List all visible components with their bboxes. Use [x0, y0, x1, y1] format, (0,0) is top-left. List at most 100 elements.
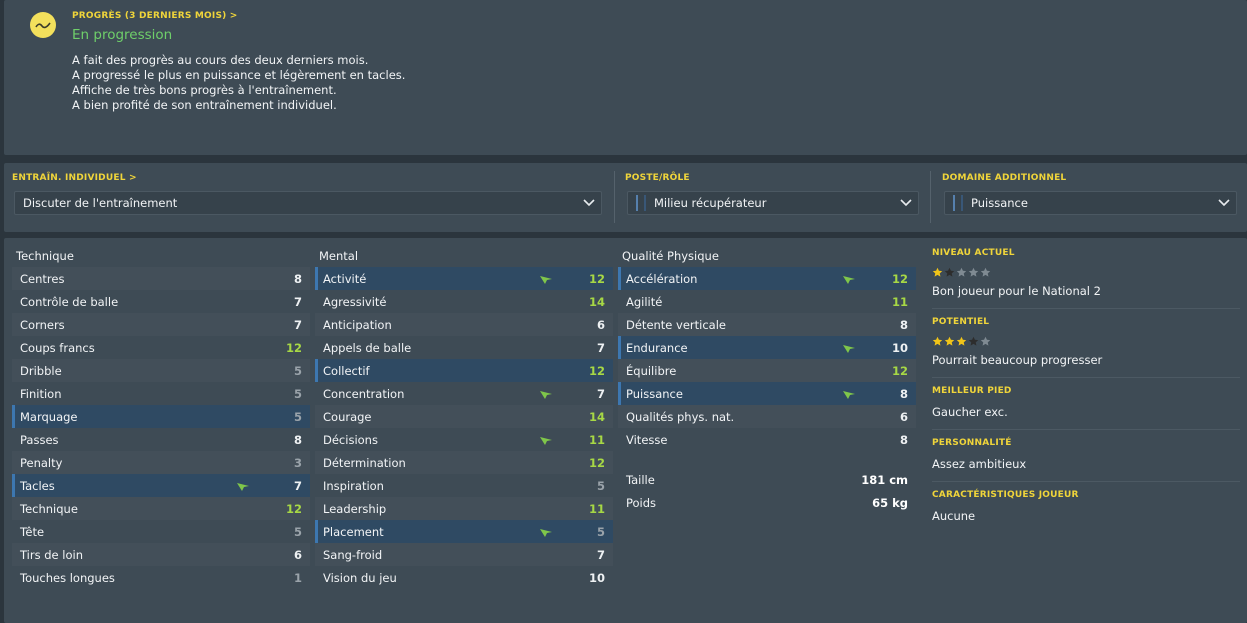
attribute-name: Détermination	[323, 455, 406, 470]
attribute-row[interactable]: Anticipation 6	[315, 313, 613, 336]
attribute-value: 11	[891, 294, 908, 309]
attribute-value: 12	[285, 501, 302, 516]
attribute-row[interactable]: Passes 8	[12, 428, 310, 451]
attribute-row[interactable]: Agilité 11	[618, 290, 916, 313]
attribute-row[interactable]: Endurance 10	[618, 336, 916, 359]
attribute-row[interactable]: Appels de balle 7	[315, 336, 613, 359]
attribute-row[interactable]: Dribble 5	[12, 359, 310, 382]
attributes-panel: Technique Centres 8 Contrôle de balle 7 Corn…	[4, 238, 1247, 623]
weight-value: 65 kg	[872, 495, 908, 510]
attribute-row[interactable]: Tête 5	[12, 520, 310, 543]
attribute-row[interactable]: Décisions 11	[315, 428, 613, 451]
attribute-name: Penalty	[20, 455, 63, 470]
chevron-down-icon	[577, 199, 601, 207]
attribute-name: Qualités phys. nat.	[626, 409, 735, 424]
personality-label: PERSONNALITÉ	[932, 438, 1012, 448]
player-traits-block: CARACTÉRISTIQUES JOUEUR Aucune	[932, 490, 1240, 533]
star-filled-icon	[956, 332, 967, 346]
attribute-row[interactable]: Détermination 12	[315, 451, 613, 474]
attribute-row[interactable]: Courage 14	[315, 405, 613, 428]
trend-up-arrow-icon	[236, 481, 250, 491]
mental-column: Mental Activité 12 Agressivité 14 Anticipati…	[315, 248, 613, 589]
mental-header: Mental	[319, 249, 359, 263]
role-dropdown[interactable]: Milieu récupérateur	[627, 191, 919, 215]
attribute-row[interactable]: Tacles 7	[12, 474, 310, 497]
attribute-name: Contrôle de balle	[20, 294, 119, 309]
player-traits-text: Aucune	[932, 509, 976, 523]
attribute-row[interactable]: Concentration 7	[315, 382, 613, 405]
preferred-foot-block: MEILLEUR PIED Gaucher exc.	[932, 386, 1240, 430]
attribute-row[interactable]: Finition 5	[12, 382, 310, 405]
attribute-value: 7	[596, 386, 605, 401]
progress-section-title[interactable]: PROGRÈS (3 DERNIERS MOIS) >	[72, 11, 238, 21]
attribute-value: 11	[588, 432, 605, 447]
individual-training-label[interactable]: ENTRAÎN. INDIVIDUEL >	[12, 173, 137, 183]
attribute-row[interactable]: Inspiration 5	[315, 474, 613, 497]
attribute-name: Activité	[323, 271, 367, 286]
attribute-name: Finition	[20, 386, 62, 401]
attribute-value: 8	[293, 432, 302, 447]
trend-up-arrow-icon	[539, 527, 553, 537]
attribute-value: 12	[891, 363, 908, 378]
attribute-name: Accélération	[626, 271, 698, 286]
attribute-row[interactable]: Agressivité 14	[315, 290, 613, 313]
personality-text: Assez ambitieux	[932, 457, 1027, 471]
physical-column: Qualité Physique Accélération 12 Agilité 11…	[618, 248, 916, 451]
attribute-row[interactable]: Activité 12	[315, 267, 613, 290]
attribute-row[interactable]: Coups francs 12	[12, 336, 310, 359]
attribute-row[interactable]: Équilibre 12	[618, 359, 916, 382]
attribute-row[interactable]: Accélération 12	[618, 267, 916, 290]
star-empty-icon	[968, 263, 979, 277]
attribute-row[interactable]: Penalty 3	[12, 451, 310, 474]
attribute-value: 5	[596, 524, 605, 539]
attribute-row[interactable]: Vision du jeu 10	[315, 566, 613, 589]
attribute-row[interactable]: Contrôle de balle 7	[12, 290, 310, 313]
trend-up-arrow-icon	[539, 435, 553, 445]
attribute-row[interactable]: Technique 12	[12, 497, 310, 520]
height-row: Taille 181 cm	[618, 468, 916, 491]
attribute-value: 12	[588, 271, 605, 286]
attribute-name: Centres	[20, 271, 65, 286]
attribute-row[interactable]: Marquage 5	[12, 405, 310, 428]
attribute-row[interactable]: Touches longues 1	[12, 566, 310, 589]
additional-focus-dropdown[interactable]: Puissance	[944, 191, 1237, 215]
attribute-value: 12	[588, 363, 605, 378]
additional-focus-label: DOMAINE ADDITIONNEL	[942, 173, 1067, 183]
attribute-name: Vision du jeu	[323, 570, 397, 585]
individual-training-dropdown[interactable]: Discuter de l'entraînement	[14, 191, 602, 215]
attribute-name: Leadership	[323, 501, 387, 516]
current-ability-text: Bon joueur pour le National 2	[932, 284, 1101, 298]
attribute-row[interactable]: Centres 8	[12, 267, 310, 290]
attribute-value: 10	[588, 570, 605, 585]
attribute-value: 6	[899, 409, 908, 424]
attribute-value: 6	[293, 547, 302, 562]
attribute-row[interactable]: Collectif 12	[315, 359, 613, 382]
attribute-value: 8	[899, 317, 908, 332]
weight-label: Poids	[626, 495, 657, 510]
progress-description: A fait des progrès au cours des deux der…	[72, 53, 405, 113]
role-icon	[636, 195, 646, 211]
attribute-row[interactable]: Corners 7	[12, 313, 310, 336]
trend-up-arrow-icon	[842, 343, 856, 353]
additional-focus-group: DOMAINE ADDITIONNEL Puissance	[934, 163, 1244, 232]
attribute-name: Agressivité	[323, 294, 387, 309]
attribute-value: 5	[596, 478, 605, 493]
attribute-row[interactable]: Détente verticale 8	[618, 313, 916, 336]
attribute-value: 6	[596, 317, 605, 332]
attribute-value: 7	[596, 340, 605, 355]
attribute-row[interactable]: Puissance 8	[618, 382, 916, 405]
role-label: POSTE/RÔLE	[625, 173, 690, 183]
attribute-row[interactable]: Sang-froid 7	[315, 543, 613, 566]
attribute-row[interactable]: Placement 5	[315, 520, 613, 543]
attribute-row[interactable]: Vitesse 8	[618, 428, 916, 451]
attribute-row[interactable]: Leadership 11	[315, 497, 613, 520]
technique-column: Technique Centres 8 Contrôle de balle 7 Corn…	[12, 248, 310, 589]
role-value: Milieu récupérateur	[654, 196, 767, 210]
attribute-row[interactable]: Tirs de loin 6	[12, 543, 310, 566]
attribute-value: 7	[293, 317, 302, 332]
attribute-name: Dribble	[20, 363, 62, 378]
attribute-value: 8	[899, 386, 908, 401]
attribute-row[interactable]: Qualités phys. nat. 6	[618, 405, 916, 428]
physical-measurements: Taille 181 cm Poids 65 kg	[618, 468, 916, 514]
attribute-name: Tirs de loin	[20, 547, 83, 562]
